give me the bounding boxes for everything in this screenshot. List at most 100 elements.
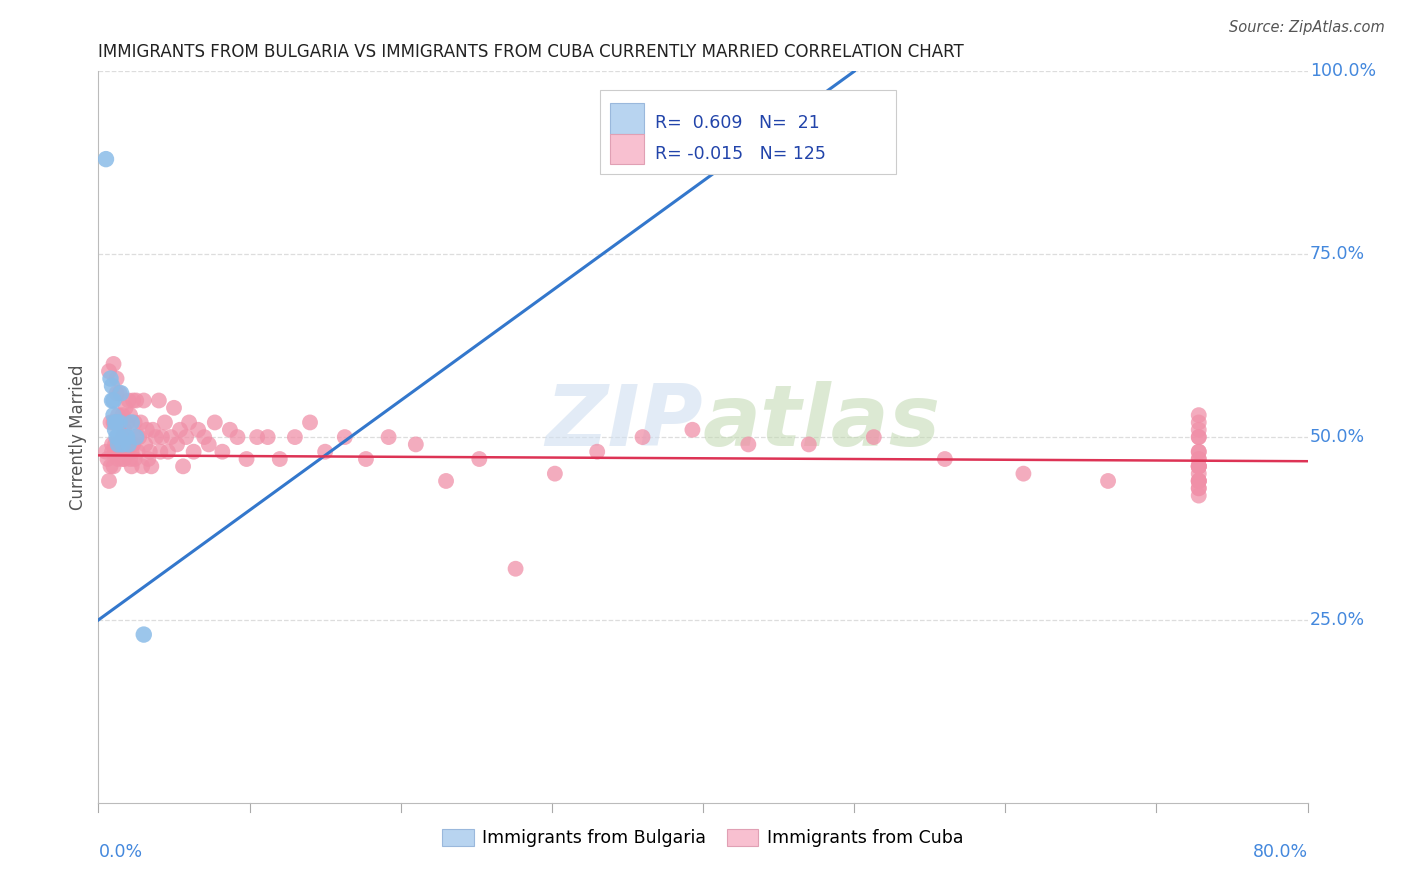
Point [120, 452, 142, 467]
Point [108, 386, 131, 401]
Point [1188, 474, 1211, 488]
Point [160, 430, 183, 444]
Point [115, 416, 138, 430]
Point [166, 437, 188, 451]
Point [98, 474, 121, 488]
Point [1188, 452, 1211, 467]
Y-axis label: Currently Married: Currently Married [69, 364, 87, 510]
Point [193, 430, 215, 444]
Point [107, 408, 129, 422]
Point [131, 459, 153, 474]
Point [107, 437, 129, 451]
Point [1188, 467, 1211, 481]
Point [105, 416, 128, 430]
Point [174, 430, 197, 444]
Legend: Immigrants from Bulgaria, Immigrants from Cuba: Immigrants from Bulgaria, Immigrants fro… [436, 822, 970, 855]
Point [377, 430, 399, 444]
Point [111, 408, 134, 422]
Point [1188, 408, 1211, 422]
Point [183, 444, 205, 458]
Point [111, 452, 134, 467]
Point [1188, 452, 1211, 467]
Point [105, 371, 128, 385]
Point [107, 430, 129, 444]
Point [121, 444, 143, 458]
Point [1188, 481, 1211, 495]
Point [120, 408, 142, 422]
Point [1012, 467, 1035, 481]
Point [1188, 489, 1211, 503]
Point [333, 430, 356, 444]
FancyBboxPatch shape [610, 103, 644, 134]
Point [121, 416, 143, 430]
Point [1188, 459, 1211, 474]
Point [96, 452, 118, 467]
Point [134, 437, 156, 451]
Point [112, 452, 135, 467]
Point [125, 430, 148, 444]
Point [100, 371, 122, 385]
Point [104, 423, 127, 437]
Point [187, 423, 209, 437]
Text: R= -0.015   N= 125: R= -0.015 N= 125 [655, 145, 825, 162]
Point [135, 423, 157, 437]
Point [118, 437, 141, 451]
Point [101, 437, 124, 451]
Point [110, 386, 132, 401]
Point [121, 459, 143, 474]
Point [103, 416, 125, 430]
Point [103, 459, 125, 474]
Point [219, 423, 242, 437]
Point [934, 452, 956, 467]
Point [115, 430, 138, 444]
Point [114, 444, 136, 458]
Point [124, 416, 146, 430]
Text: 100.0%: 100.0% [1310, 62, 1376, 80]
Point [100, 416, 122, 430]
FancyBboxPatch shape [610, 134, 644, 164]
Point [104, 444, 127, 458]
Point [132, 393, 155, 408]
Point [110, 416, 132, 430]
Point [122, 393, 145, 408]
Text: ZIP: ZIP [546, 381, 703, 464]
Point [197, 437, 219, 451]
Point [235, 452, 257, 467]
Point [1188, 459, 1211, 474]
Point [211, 444, 233, 458]
Text: IMMIGRANTS FROM BULGARIA VS IMMIGRANTS FROM CUBA CURRENTLY MARRIED CORRELATION C: IMMIGRANTS FROM BULGARIA VS IMMIGRANTS F… [98, 44, 965, 62]
Point [179, 416, 201, 430]
Point [94, 152, 117, 166]
Point [631, 430, 654, 444]
Point [299, 416, 322, 430]
Point [111, 437, 134, 451]
Text: Source: ZipAtlas.com: Source: ZipAtlas.com [1229, 20, 1385, 35]
Point [141, 459, 163, 474]
Point [94, 444, 117, 458]
Point [129, 416, 152, 430]
Point [284, 430, 307, 444]
Point [544, 467, 567, 481]
Point [148, 393, 170, 408]
Point [204, 416, 226, 430]
Point [862, 430, 884, 444]
Point [586, 444, 609, 458]
Point [104, 437, 127, 451]
Point [1188, 430, 1211, 444]
Point [1188, 459, 1211, 474]
Point [246, 430, 269, 444]
Point [103, 357, 125, 371]
Point [172, 459, 194, 474]
Point [101, 379, 124, 393]
Point [118, 393, 141, 408]
Point [105, 430, 128, 444]
Point [115, 430, 138, 444]
Text: 75.0%: 75.0% [1310, 245, 1365, 263]
Point [1188, 430, 1211, 444]
Point [256, 430, 278, 444]
Point [142, 423, 165, 437]
Point [139, 444, 162, 458]
Point [1188, 459, 1211, 474]
Text: R=  0.609   N=  21: R= 0.609 N= 21 [655, 114, 820, 132]
Point [98, 364, 121, 378]
